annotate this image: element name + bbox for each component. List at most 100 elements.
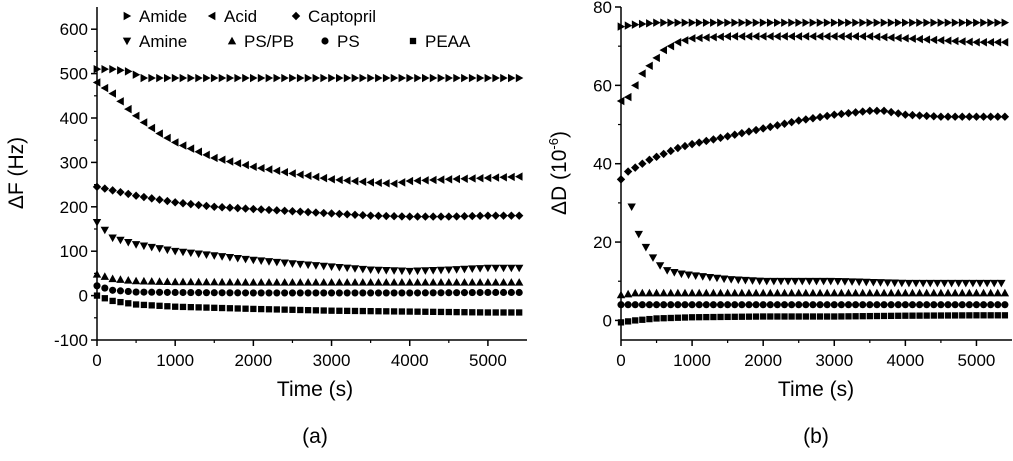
point-amine <box>954 279 963 288</box>
y-tick-label: 0 <box>603 311 612 330</box>
point-ps <box>257 289 265 297</box>
point-amine <box>382 267 391 275</box>
point-ps <box>972 301 981 309</box>
point-peaa <box>500 309 507 316</box>
point-acid <box>993 38 1002 47</box>
point-peaa <box>930 312 937 319</box>
point-ps <box>652 301 661 309</box>
point-ps-pb <box>108 274 117 283</box>
point-captopril <box>163 196 172 206</box>
point-amide <box>1001 18 1010 27</box>
point-peaa <box>414 308 421 315</box>
point-ps-pb <box>366 278 375 286</box>
point-captopril <box>794 116 803 125</box>
point-acid <box>507 172 515 182</box>
panel-a-ylabel: ΔF (Hz) <box>5 137 28 209</box>
point-amide <box>390 73 399 83</box>
point-peaa <box>887 312 895 320</box>
point-ps-pb <box>652 288 661 297</box>
point-peaa <box>816 313 824 320</box>
point-amide <box>500 73 508 83</box>
point-acid <box>155 129 163 138</box>
point-ps <box>226 289 234 297</box>
point-amide <box>788 18 796 27</box>
point-amine <box>428 267 438 275</box>
point-acid <box>709 32 717 42</box>
point-peaa <box>660 315 667 322</box>
point-amide <box>774 18 782 27</box>
point-amine <box>108 234 117 243</box>
point-peaa <box>873 312 881 320</box>
point-captopril <box>468 211 477 221</box>
point-amine <box>233 254 242 263</box>
point-ps <box>148 288 156 296</box>
point-ps-pb <box>499 278 508 286</box>
legend-marker-ps <box>321 37 329 45</box>
point-acid <box>851 32 859 41</box>
point-ps <box>281 289 289 297</box>
point-ps <box>852 301 860 309</box>
point-ps-pb <box>483 278 493 286</box>
point-peaa <box>632 317 639 324</box>
point-ps-pb <box>507 278 516 286</box>
legend-label-captopril: Captopril <box>308 7 376 26</box>
panel-a-marks <box>92 64 524 316</box>
point-acid <box>374 178 382 188</box>
point-ps <box>507 288 515 297</box>
point-acid <box>272 166 281 176</box>
point-peaa <box>667 314 674 322</box>
point-captopril <box>659 149 668 159</box>
point-acid <box>186 144 195 153</box>
point-ps <box>965 301 973 309</box>
point-amide <box>234 73 242 83</box>
point-captopril <box>108 186 117 195</box>
point-acid <box>695 33 703 43</box>
point-ps <box>320 289 328 297</box>
point-ps <box>752 301 760 309</box>
point-amide <box>273 73 282 83</box>
point-amine <box>163 246 172 255</box>
point-captopril <box>616 175 626 184</box>
point-captopril <box>155 195 164 204</box>
point-ps <box>780 301 789 309</box>
point-captopril <box>822 111 832 121</box>
point-amine <box>374 266 383 275</box>
point-amine <box>982 279 992 288</box>
point-captopril <box>673 143 683 153</box>
point-amine <box>940 279 949 288</box>
point-ps-pb <box>943 288 953 297</box>
point-acid <box>979 38 987 47</box>
point-captopril <box>915 111 924 120</box>
point-ps <box>460 289 469 297</box>
point-amide <box>312 73 321 83</box>
point-ps <box>492 288 500 297</box>
point-peaa <box>289 306 296 313</box>
point-peaa <box>132 301 140 308</box>
point-amide <box>731 18 739 27</box>
point-ps <box>702 301 710 309</box>
point-amide <box>987 18 995 27</box>
point-ps-pb <box>965 288 974 297</box>
point-ps-pb <box>702 288 711 297</box>
point-captopril <box>929 112 938 121</box>
point-amine <box>840 278 850 286</box>
point-ps-pb <box>272 278 282 286</box>
point-peaa <box>437 308 445 316</box>
point-peaa <box>795 313 802 320</box>
point-acid <box>256 163 265 173</box>
point-ps-pb <box>801 288 811 297</box>
point-amide <box>132 70 141 79</box>
point-captopril <box>1000 112 1010 121</box>
x-tick-label: 5000 <box>469 351 507 370</box>
point-amide <box>830 18 839 27</box>
point-peaa <box>802 313 809 320</box>
point-captopril <box>444 212 454 221</box>
point-captopril <box>499 211 508 220</box>
point-acid <box>296 170 304 179</box>
point-acid <box>794 32 803 41</box>
point-ps-pb <box>155 277 164 285</box>
point-amine <box>139 242 149 251</box>
point-ps <box>695 301 703 309</box>
point-ps <box>859 301 867 309</box>
point-amine <box>491 264 500 273</box>
